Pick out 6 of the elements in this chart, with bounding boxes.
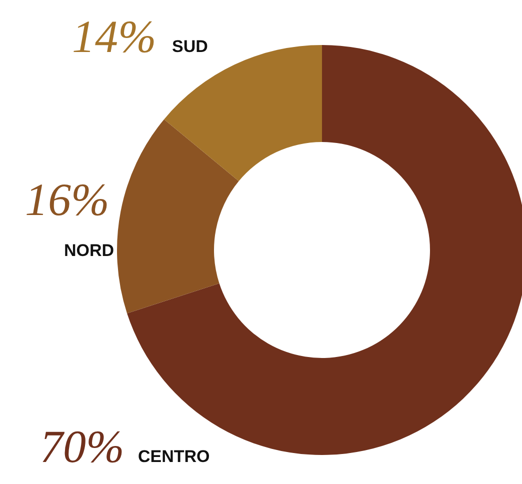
data-label: 14% — [72, 11, 156, 62]
data-label: 16% — [25, 174, 110, 225]
slice-label: NORD — [64, 241, 114, 260]
data-label: 70% — [40, 421, 124, 472]
slice-label: SUD — [172, 37, 208, 56]
slice-label: CENTRO — [138, 447, 210, 466]
